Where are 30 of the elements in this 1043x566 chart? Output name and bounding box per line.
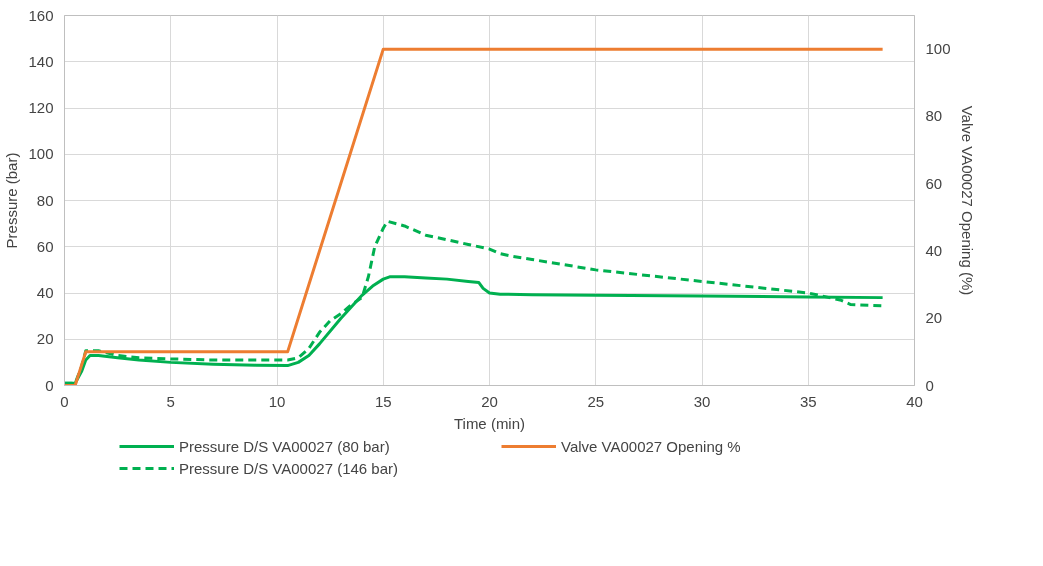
x-axis-title: Time (min) — [453, 414, 526, 432]
legend-label: Valve VA00027 Opening % — [561, 437, 742, 455]
legend-label: Pressure D/S VA00027 (146 bar) — [179, 459, 399, 477]
y-tick-label: 100 — [28, 145, 54, 163]
y-tick-label: 80 — [36, 191, 54, 209]
y2-tick-label: 0 — [925, 376, 934, 394]
legend-label: Pressure D/S VA00027 (80 bar) — [179, 437, 391, 455]
y2-tick-label: 20 — [925, 309, 943, 327]
x-tick-label: 35 — [799, 392, 817, 410]
x-tick-label: 25 — [587, 392, 605, 410]
x-tick-label: 0 — [60, 392, 69, 410]
y-tick-label: 20 — [36, 330, 54, 348]
x-tick-label: 40 — [906, 392, 923, 410]
x-tick-label: 20 — [481, 392, 498, 410]
y-axis-title: Pressure (bar) — [3, 152, 21, 249]
y-tick-label: 0 — [45, 376, 54, 394]
x-tick-label: 10 — [268, 392, 286, 410]
y-tick-label: 40 — [36, 284, 54, 301]
y-tick-label: 60 — [36, 237, 54, 255]
x-tick-label: 15 — [374, 392, 392, 410]
x-tick-label: 5 — [166, 392, 175, 410]
y2-axis-title: Valve VA00027 Opening (%) — [958, 105, 976, 296]
y2-tick-label: 80 — [925, 107, 943, 125]
y-tick-label: 140 — [28, 52, 54, 70]
y2-tick-label: 40 — [925, 241, 943, 259]
y-tick-label: 160 — [28, 6, 54, 24]
y-tick-label: 120 — [28, 99, 54, 116]
y2-tick-label: 60 — [925, 174, 943, 192]
y2-tick-label: 100 — [925, 40, 951, 58]
x-tick-label: 30 — [693, 392, 711, 410]
